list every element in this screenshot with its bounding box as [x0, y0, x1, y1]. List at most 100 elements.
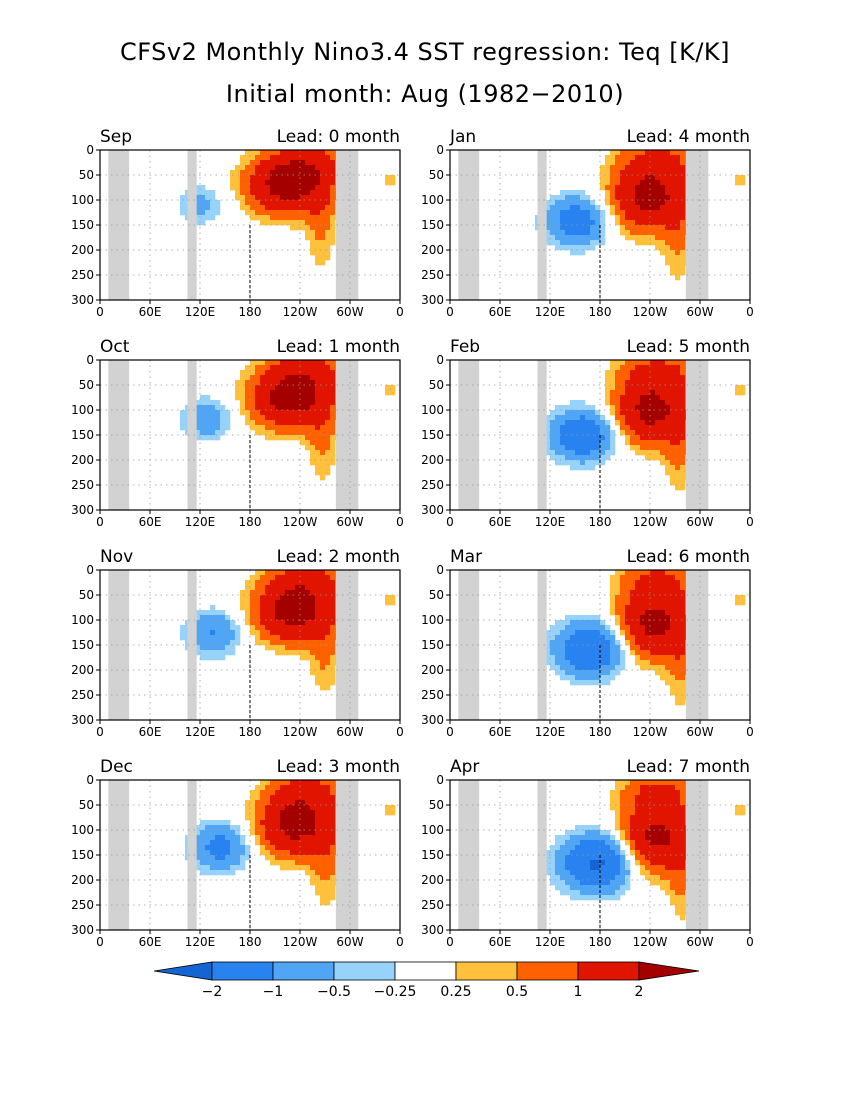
y-tick-label: 50 — [79, 798, 94, 812]
heatmap-cell — [220, 865, 226, 871]
heatmap-cell — [680, 890, 686, 896]
heatmap-cell — [320, 190, 326, 196]
heatmap-cell — [570, 875, 576, 881]
heatmap-cell — [650, 210, 656, 216]
heatmap-cell — [260, 210, 266, 216]
heatmap-cell — [665, 580, 671, 586]
heatmap-cell — [675, 375, 681, 381]
heatmap-cell — [580, 865, 586, 871]
heatmap-cell — [675, 210, 681, 216]
heatmap-cell — [675, 840, 681, 846]
colorbar-label: 0.25 — [440, 984, 471, 1000]
heatmap-cell — [550, 650, 556, 656]
heatmap-cell — [240, 380, 246, 386]
heatmap-cell — [180, 195, 186, 201]
heatmap-cell — [550, 640, 556, 646]
y-tick-label: 0 — [436, 353, 444, 367]
heatmap-cell — [315, 880, 321, 886]
heatmap-cell — [305, 440, 311, 446]
heatmap-cell — [595, 415, 601, 421]
heatmap-cell — [575, 405, 581, 411]
heatmap-cell — [330, 870, 336, 876]
heatmap-cell — [735, 180, 741, 186]
heatmap-cell — [600, 650, 606, 656]
heatmap-cell — [265, 365, 271, 371]
heatmap-cell — [280, 425, 286, 431]
heatmap-cell — [310, 210, 316, 216]
heatmap-cell — [295, 785, 301, 791]
heatmap-cell — [315, 170, 321, 176]
heatmap-cell — [245, 800, 251, 806]
heatmap-cell — [595, 430, 601, 436]
heatmap-cell — [590, 435, 596, 441]
heatmap-cell — [330, 220, 336, 226]
heatmap-cell — [265, 385, 271, 391]
heatmap-cell — [655, 825, 661, 831]
heatmap-cell — [200, 645, 206, 651]
heatmap-cell — [275, 395, 281, 401]
heatmap-cell — [670, 615, 676, 621]
heatmap-cell — [260, 175, 266, 181]
heatmap-cell — [610, 390, 616, 396]
heatmap-cell — [680, 175, 686, 181]
heatmap-cell — [600, 895, 606, 901]
heatmap-cell — [625, 150, 631, 156]
panel-lead-label: Lead: 5 month — [627, 337, 750, 357]
heatmap-cell — [390, 810, 396, 816]
heatmap-cell — [665, 160, 671, 166]
heatmap-cell — [675, 390, 681, 396]
heatmap-cell — [655, 455, 661, 461]
heatmap-cell — [310, 430, 316, 436]
heatmap-cell — [230, 860, 236, 866]
heatmap-cell — [660, 220, 666, 226]
heatmap-cell — [630, 810, 636, 816]
heatmap-cell — [325, 155, 331, 161]
heatmap-cell — [670, 610, 676, 616]
heatmap-cell — [250, 585, 256, 591]
heatmap-cell — [650, 790, 656, 796]
heatmap-cell — [300, 845, 306, 851]
heatmap-cell — [320, 225, 326, 231]
heatmap-cell — [650, 185, 656, 191]
heatmap-cell — [200, 205, 206, 211]
heatmap-cell — [255, 635, 261, 641]
heatmap-cell — [580, 245, 586, 251]
heatmap-cell — [205, 820, 211, 826]
heatmap-cell — [570, 625, 576, 631]
heatmap-cell — [260, 170, 266, 176]
heatmap-cell — [675, 275, 681, 281]
heatmap-cell — [275, 390, 281, 396]
heatmap-cell — [625, 865, 631, 871]
heatmap-cell — [560, 190, 566, 196]
heatmap-cell — [625, 885, 631, 891]
heatmap-cell — [625, 640, 631, 646]
heatmap-cell — [560, 865, 566, 871]
heatmap-cell — [300, 405, 306, 411]
heatmap-cell — [650, 625, 656, 631]
heatmap-cell — [285, 645, 291, 651]
heatmap-cell — [250, 150, 256, 156]
heatmap-cell — [315, 440, 321, 446]
heatmap-cell — [315, 645, 321, 651]
y-tick-label: 300 — [71, 293, 94, 307]
heatmap-cell — [280, 810, 286, 816]
heatmap-cell — [590, 865, 596, 871]
heatmap-cell — [605, 200, 611, 206]
heatmap-cell — [330, 630, 336, 636]
heatmap-cell — [645, 450, 651, 456]
heatmap-cell — [635, 820, 641, 826]
heatmap-cell — [255, 380, 261, 386]
heatmap-cell — [310, 635, 316, 641]
heatmap-cell — [675, 590, 681, 596]
heatmap-cell — [220, 650, 226, 656]
heatmap-cell — [255, 785, 261, 791]
heatmap-cell — [315, 155, 321, 161]
heatmap-cell — [625, 570, 631, 576]
heatmap-cell — [330, 430, 336, 436]
heatmap-cell — [200, 860, 206, 866]
heatmap-cell — [265, 635, 271, 641]
heatmap-cell — [560, 860, 566, 866]
heatmap-cell — [650, 180, 656, 186]
heatmap-cell — [585, 650, 591, 656]
heatmap-cell — [585, 860, 591, 866]
